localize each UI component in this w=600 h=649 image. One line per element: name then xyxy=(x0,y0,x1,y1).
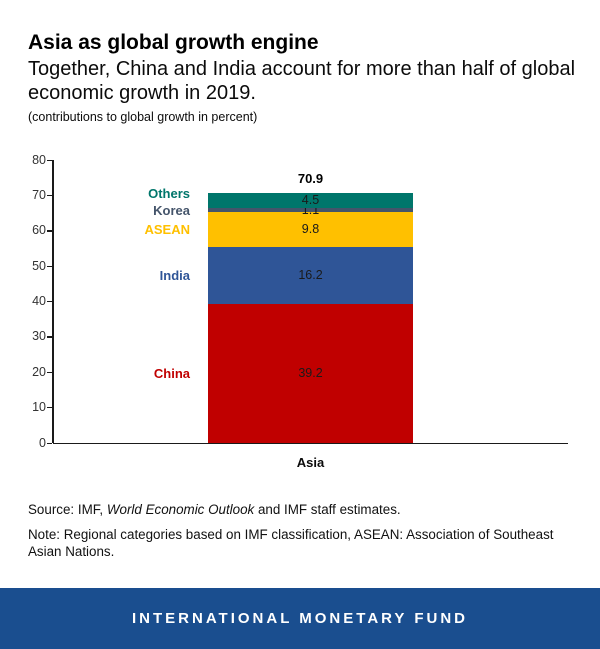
series-label-india: India xyxy=(159,268,190,284)
y-axis-line xyxy=(52,160,54,443)
series-label-korea: Korea xyxy=(153,202,190,218)
y-tick-label: 70 xyxy=(32,187,46,202)
y-tick xyxy=(47,371,52,374)
bar-segment-korea xyxy=(208,208,413,213)
series-label-china: China xyxy=(153,366,190,382)
x-category-label: Asia xyxy=(296,455,325,470)
y-tick-label: 0 xyxy=(39,435,46,450)
y-tick-label: 60 xyxy=(32,223,46,238)
chart-title: Asia as global growth engine xyxy=(28,31,319,54)
y-tick-label: 10 xyxy=(32,400,46,415)
note-line: Note: Regional categories based on IMF c… xyxy=(28,527,554,559)
total-value-label: 70.9 xyxy=(297,170,324,186)
source-prefix: Source: IMF, xyxy=(28,502,107,517)
y-tick-label: 20 xyxy=(32,364,46,379)
bar-segment-asean xyxy=(208,212,413,247)
series-label-others: Others xyxy=(148,185,190,201)
bar-segment-others xyxy=(208,192,413,209)
segment-value-label-china: 39.2 xyxy=(298,366,323,381)
imf-wordmark: INTERNATIONAL MONETARY FUND xyxy=(132,610,468,627)
imf-footer-bar: INTERNATIONAL MONETARY FUND xyxy=(0,588,600,649)
units-note: (contributions to global growth in perce… xyxy=(28,110,258,124)
source-suffix: and IMF staff estimates. xyxy=(254,502,401,517)
x-axis-line xyxy=(53,442,568,444)
bar-segment-india xyxy=(208,247,413,305)
chart-subtitle: Together, China and India account for mo… xyxy=(28,58,576,104)
bar-segment-china xyxy=(208,304,413,443)
segment-value-label-asean: 9.8 xyxy=(301,222,320,237)
y-tick-label: 40 xyxy=(32,294,46,308)
y-tick-label: 30 xyxy=(32,329,46,344)
footnotes: Source: IMF, World Economic Outlook and … xyxy=(28,501,584,568)
y-tick xyxy=(47,159,52,161)
y-tick xyxy=(47,301,52,303)
y-tick xyxy=(47,265,52,267)
source-line: Source: IMF, World Economic Outlook and … xyxy=(28,501,584,518)
y-tick xyxy=(47,336,52,338)
y-tick-label: 80 xyxy=(32,152,46,167)
y-tick xyxy=(47,442,52,444)
source-italic: World Economic Outlook xyxy=(106,502,255,517)
y-tick xyxy=(47,407,52,409)
y-tick xyxy=(47,194,52,197)
series-label-asean: ASEAN xyxy=(144,222,190,238)
y-tick xyxy=(47,230,52,232)
segment-value-label-india: 16.2 xyxy=(298,268,323,283)
chart-header: Asia as global growth engine Together, C… xyxy=(28,30,580,125)
y-tick-label: 50 xyxy=(32,258,46,273)
segment-value-label-others: 4.5 xyxy=(301,193,320,207)
